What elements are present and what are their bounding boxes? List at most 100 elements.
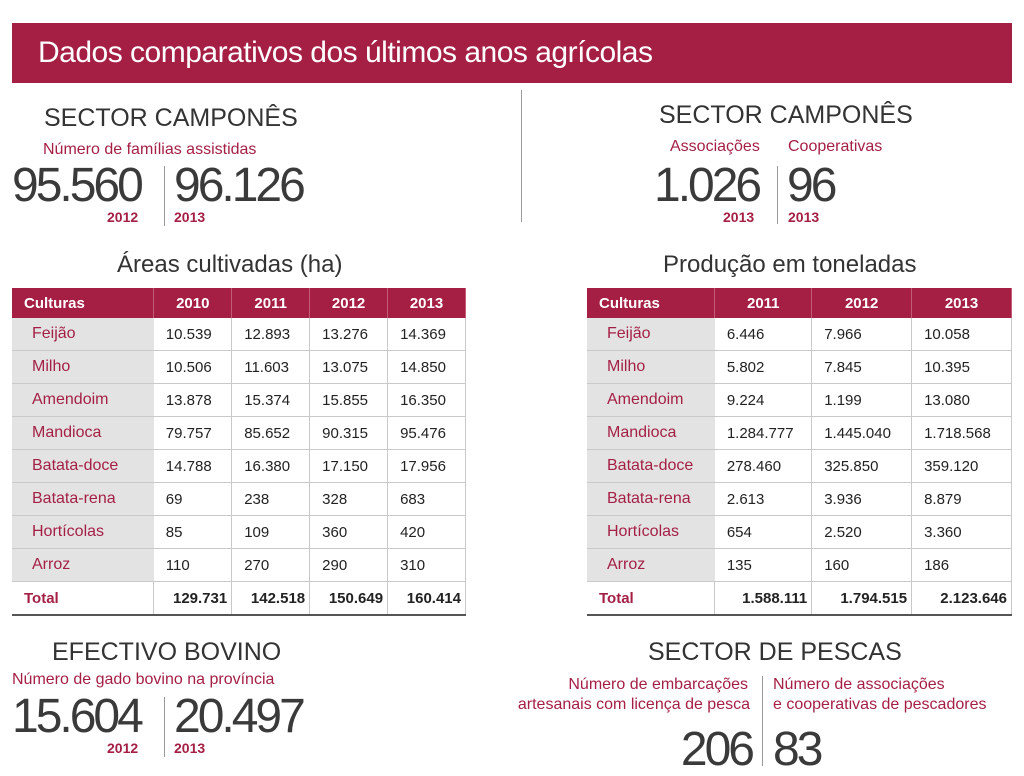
familias-value-2013: 96.126 bbox=[174, 159, 306, 212]
cooperativas-label: Cooperativas bbox=[788, 138, 883, 155]
table-cell: 1.284.777 bbox=[714, 416, 813, 450]
crop-name: Batata-doce bbox=[12, 449, 154, 483]
table-cell: 109 bbox=[231, 515, 311, 549]
table-cell: 13.878 bbox=[153, 383, 233, 417]
column-divider bbox=[521, 90, 522, 222]
table-cell: 135 bbox=[714, 548, 813, 582]
associacoes-value: 1.026 bbox=[654, 159, 762, 212]
table-cell: 15.374 bbox=[231, 383, 311, 417]
producao-header-cell: 2013 bbox=[911, 288, 1012, 318]
familias-divider bbox=[164, 166, 165, 226]
table-cell: 15.855 bbox=[309, 383, 389, 417]
associacoes-label: Associações bbox=[670, 138, 760, 155]
areas-header-row: Culturas 2010 2011 2012 2013 bbox=[12, 288, 466, 318]
page-title: Dados comparativos dos últimos anos agrí… bbox=[38, 36, 653, 69]
pescas-section-title: SECTOR DE PESCAS bbox=[648, 638, 902, 666]
table-cell: 1.445.040 bbox=[811, 416, 913, 450]
table-row: Milho 10.506 11.603 13.075 14.850 bbox=[12, 350, 466, 384]
table-row: Hortícolas 654 2.520 3.360 bbox=[587, 515, 1012, 549]
embarcacoes-label-line1: Número de embarcações bbox=[568, 676, 748, 693]
crop-name: Feijão bbox=[587, 318, 715, 351]
total-label: Total bbox=[587, 581, 716, 616]
areas-header-cell: Culturas bbox=[12, 288, 155, 318]
table-cell: 17.956 bbox=[387, 449, 466, 483]
table-cell: 13.276 bbox=[309, 318, 389, 351]
table-cell: 1.718.568 bbox=[911, 416, 1012, 450]
producao-header-cell: 2011 bbox=[714, 288, 813, 318]
familias-value-2012: 95.560 bbox=[12, 159, 144, 212]
table-cell: 238 bbox=[231, 482, 311, 516]
associacoes-pesca-label-line2: e cooperativas de pescadores bbox=[773, 696, 987, 713]
table-cell: 359.120 bbox=[911, 449, 1012, 483]
familias-year-2013: 2013 bbox=[174, 209, 206, 225]
table-cell: 2.520 bbox=[811, 515, 913, 549]
table-cell: 13.075 bbox=[309, 350, 389, 384]
bovino-year-2012: 2012 bbox=[107, 740, 139, 756]
crop-name: Mandioca bbox=[12, 416, 154, 450]
table-row: Batata-doce 278.460 325.850 359.120 bbox=[587, 449, 1012, 483]
crop-name: Batata-rena bbox=[587, 482, 715, 516]
areas-table-title: Áreas cultivadas (ha) bbox=[117, 251, 343, 278]
table-cell: 278.460 bbox=[714, 449, 813, 483]
table-row: Batata-rena 2.613 3.936 8.879 bbox=[587, 482, 1012, 516]
bovino-subtitle: Número de gado bovino na província bbox=[12, 671, 275, 688]
areas-table: Culturas 2010 2011 2012 2013 Feijão 10.53… bbox=[12, 288, 466, 616]
total-cell: 1.588.111 bbox=[714, 581, 813, 616]
table-cell: 85 bbox=[153, 515, 233, 549]
table-cell: 16.350 bbox=[387, 383, 466, 417]
table-row: Mandioca 1.284.777 1.445.040 1.718.568 bbox=[587, 416, 1012, 450]
crop-name: Hortícolas bbox=[587, 515, 715, 549]
areas-header-cell: 2011 bbox=[231, 288, 311, 318]
table-cell: 95.476 bbox=[387, 416, 466, 450]
table-cell: 69 bbox=[153, 482, 233, 516]
total-row: Total 129.731 142.518 150.649 160.414 bbox=[12, 581, 466, 616]
table-cell: 7.966 bbox=[811, 318, 913, 351]
table-cell: 5.802 bbox=[714, 350, 813, 384]
table-cell: 1.199 bbox=[811, 383, 913, 417]
table-cell: 310 bbox=[387, 548, 466, 582]
table-cell: 14.369 bbox=[387, 318, 466, 351]
bovino-section-title: EFECTIVO BOVINO bbox=[52, 638, 282, 666]
table-cell: 3.936 bbox=[811, 482, 913, 516]
header-banner: Dados comparativos dos últimos anos agrí… bbox=[12, 23, 1012, 83]
table-cell: 12.893 bbox=[231, 318, 311, 351]
organizacoes-divider bbox=[777, 166, 778, 224]
table-row: Amendoim 13.878 15.374 15.855 16.350 bbox=[12, 383, 466, 417]
table-cell: 160 bbox=[811, 548, 913, 582]
table-cell: 13.080 bbox=[911, 383, 1012, 417]
associacoes-pesca-value: 83 bbox=[773, 723, 823, 776]
table-cell: 14.850 bbox=[387, 350, 466, 384]
cooperativas-value: 96 bbox=[787, 159, 837, 212]
table-cell: 90.315 bbox=[309, 416, 389, 450]
total-label: Total bbox=[12, 581, 155, 616]
areas-header-cell: 2010 bbox=[153, 288, 233, 318]
table-row: Batata-doce 14.788 16.380 17.150 17.956 bbox=[12, 449, 466, 483]
bovino-value-2012: 15.604 bbox=[12, 690, 144, 743]
table-cell: 110 bbox=[153, 548, 233, 582]
table-cell: 270 bbox=[231, 548, 311, 582]
table-row: Batata-rena 69 238 328 683 bbox=[12, 482, 466, 516]
table-cell: 325.850 bbox=[811, 449, 913, 483]
table-cell: 17.150 bbox=[309, 449, 389, 483]
producao-header-row: Culturas 2011 2012 2013 bbox=[587, 288, 1012, 318]
producao-table: Culturas 2011 2012 2013 Feijão 6.446 7.966… bbox=[587, 288, 1012, 616]
table-cell: 420 bbox=[387, 515, 466, 549]
pescas-divider bbox=[762, 676, 763, 766]
table-cell: 6.446 bbox=[714, 318, 813, 351]
total-cell: 150.649 bbox=[309, 581, 389, 616]
table-cell: 360 bbox=[309, 515, 389, 549]
table-cell: 10.395 bbox=[911, 350, 1012, 384]
bovino-year-2013: 2013 bbox=[174, 740, 206, 756]
total-cell: 129.731 bbox=[153, 581, 233, 616]
table-cell: 85.652 bbox=[231, 416, 311, 450]
crop-name: Milho bbox=[12, 350, 154, 384]
familias-section-title: SECTOR CAMPONÊS bbox=[44, 104, 298, 132]
table-row: Feijão 6.446 7.966 10.058 bbox=[587, 318, 1012, 351]
table-cell: 10.506 bbox=[153, 350, 233, 384]
table-cell: 654 bbox=[714, 515, 813, 549]
familias-year-2012: 2012 bbox=[107, 209, 139, 225]
associacoes-pesca-label-line1: Número de associações bbox=[773, 676, 945, 693]
embarcacoes-value: 206 bbox=[680, 723, 755, 776]
table-row: Amendoim 9.224 1.199 13.080 bbox=[587, 383, 1012, 417]
total-cell: 2.123.646 bbox=[911, 581, 1012, 616]
